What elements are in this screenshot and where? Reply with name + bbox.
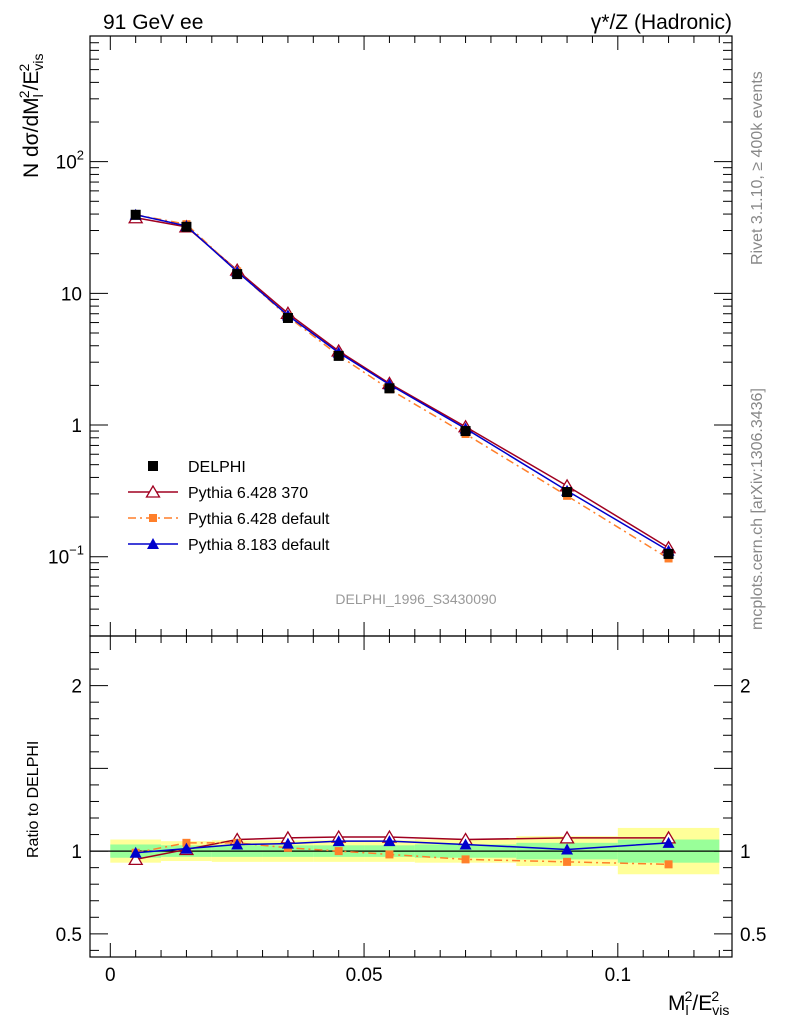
xlabel-sup: 2 (711, 988, 719, 1004)
main-point-data (333, 350, 344, 361)
y-tick-exponent: −1 (69, 543, 84, 558)
main-y-axis-label: N dσ/dMl2/Evis2 (16, 53, 46, 178)
ratio-panel-frame (89, 635, 733, 958)
ratio-y-tick-label-right: 1 (740, 842, 751, 863)
ratio-point-py6_370 (559, 830, 575, 844)
ratio-point-py8 (561, 843, 574, 855)
xlabel-part: M (668, 992, 686, 1015)
ratio-point-py6_default (334, 847, 343, 856)
y-tick-label: 102 (56, 148, 84, 174)
ratio-point-py8 (231, 838, 244, 850)
ratio-point-py6_370 (128, 852, 144, 866)
xlabel-sub: l (686, 1002, 689, 1018)
legend-marker-data (148, 461, 158, 471)
ratio-y-tick-label: 2 (71, 677, 82, 698)
ratio-point-py6_default (461, 855, 470, 864)
y-tick-label: 1 (71, 416, 82, 437)
y-tick-label: 10−1 (48, 543, 84, 569)
y-tick-base: 10 (48, 548, 69, 569)
main-panel-frame (89, 35, 733, 637)
xlabel-part: /E (692, 992, 712, 1015)
legend-marker-py6_370 (145, 484, 161, 498)
main-point-data (130, 209, 141, 220)
y-tick-exponent: 2 (77, 148, 84, 163)
main-ylabel-sub: l (30, 94, 46, 97)
main-point-data (663, 548, 674, 559)
ratio-y-tick-label-right: 0.5 (740, 925, 766, 946)
x-tick-label: 0.05 (346, 965, 383, 986)
mcplots-label: mcplots.cern.ch [arXiv:1306.3436] (749, 388, 766, 630)
ratio-point-py8 (383, 835, 396, 847)
ratio-point-py8 (662, 836, 675, 848)
main-series-line-py6_default (135, 214, 669, 560)
legend-marker-py8 (147, 538, 159, 549)
ratio-point-py8 (180, 842, 193, 854)
ratio-y-tick-label: 1 (71, 842, 82, 863)
legend: DELPHI Pythia 6.428 370 Pythia 6.428 defau… (128, 459, 330, 554)
main-ylabel-sup: 2 (16, 90, 32, 98)
ratio-point-py6_default (385, 850, 394, 859)
y-tick-base: 10 (56, 153, 77, 174)
main-point-data (384, 383, 395, 394)
right-title: γ*/Z (Hadronic) (591, 11, 732, 34)
main-point-data (460, 426, 471, 437)
ratio-point-py8 (281, 837, 294, 849)
main-point-data (282, 312, 293, 323)
ratio-point-py6_default (563, 857, 572, 866)
legend-label-py8: Pythia 8.183 default (188, 537, 330, 554)
ratio-y-tick-label: 0.5 (56, 925, 82, 946)
ratio-point-py8 (129, 846, 142, 858)
left-title: 91 GeV ee (103, 11, 203, 34)
xlabel-sub: vis (712, 1002, 729, 1018)
x-axis-label: Ml2/Evis2 (668, 988, 729, 1018)
x-tick-label: 0 (105, 965, 116, 986)
main-point-data (562, 487, 573, 498)
main-ylabel-sup: 2 (16, 63, 32, 71)
ratio-y-tick-label-right: 2 (740, 677, 751, 698)
main-point-data (181, 221, 192, 232)
main-ylabel-part: N dσ/dM (20, 97, 43, 178)
rivet-label: Rivet 3.1.10, ≥ 400k events (749, 71, 766, 265)
y-tick-label: 10 (61, 284, 82, 305)
main-ylabel-part: /E (20, 71, 43, 91)
ratio-y-axis-label: Ratio to DELPHI (25, 741, 42, 858)
legend-marker-py6_default (149, 514, 157, 522)
ratio-point-py6_default (664, 860, 673, 869)
main-point-data (232, 269, 243, 280)
legend-label-py6_370: Pythia 6.428 370 (188, 485, 308, 502)
legend-label-data: DELPHI (188, 459, 246, 476)
ratio-point-py8 (332, 835, 345, 847)
x-tick-label: 0.1 (605, 965, 631, 986)
ratio-panel: 0 0.05 0.1 0.5 0.5 1 1 2 2 (56, 635, 766, 986)
ratio-point-py8 (459, 838, 472, 850)
main-ylabel-sub: vis (30, 53, 46, 70)
analysis-watermark: DELPHI_1996_S3430090 (335, 591, 496, 607)
xlabel-sup: 2 (685, 988, 693, 1004)
legend-label-py6_default: Pythia 6.428 default (188, 511, 330, 528)
